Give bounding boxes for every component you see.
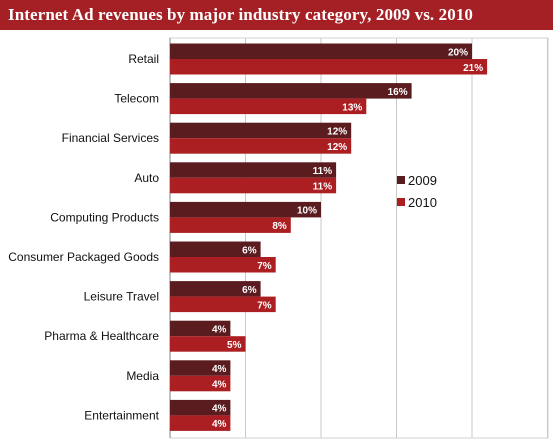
data-label: 20%	[448, 47, 468, 58]
bar-2010	[170, 138, 352, 154]
legend-label: 2010	[408, 195, 437, 210]
chart-title-bar: Internet Ad revenues by major industry c…	[0, 0, 553, 30]
data-label: 7%	[257, 261, 272, 272]
data-label: 8%	[272, 221, 287, 232]
data-label: 7%	[257, 300, 272, 311]
bar-2010	[170, 177, 337, 194]
category-label: Telecom	[114, 92, 159, 106]
category-label: Pharma & Healthcare	[44, 329, 159, 343]
bar-2010	[170, 217, 291, 233]
bar-2010	[170, 257, 276, 273]
chart-title: Internet Ad revenues by major industry c…	[8, 5, 474, 24]
bar-2009	[170, 43, 472, 59]
category-label: Computing Products	[50, 210, 159, 224]
bar-2010	[170, 336, 246, 352]
bar-2009	[170, 241, 261, 257]
category-label: Retail	[128, 52, 159, 66]
bar-2009	[170, 83, 412, 99]
data-label: 6%	[242, 285, 257, 296]
bar-2010	[170, 59, 488, 75]
bar-2009	[170, 320, 231, 337]
bar-2010	[170, 296, 276, 313]
bar-2010	[170, 375, 231, 392]
data-label: 4%	[212, 364, 227, 375]
data-label: 21%	[463, 63, 483, 74]
data-label: 5%	[227, 340, 242, 351]
legend-swatch-2009	[397, 176, 405, 184]
legend-label: 2009	[408, 173, 437, 188]
data-label: 11%	[313, 166, 333, 177]
legend-swatch-2010	[397, 198, 405, 206]
data-label: 6%	[242, 245, 257, 256]
bar-2010	[170, 415, 231, 431]
category-label: Consumer Packaged Goods	[8, 250, 159, 264]
category-label: Media	[126, 369, 159, 383]
bar-2009	[170, 399, 231, 416]
bar-2010	[170, 98, 367, 115]
category-label: Financial Services	[62, 131, 159, 145]
bar-2009	[170, 360, 231, 376]
data-label: 4%	[212, 380, 227, 391]
data-label: 11%	[313, 182, 333, 193]
bar-2009	[170, 162, 337, 178]
bar-2009	[170, 122, 352, 139]
data-label: 4%	[212, 404, 227, 415]
data-label: 4%	[212, 324, 227, 335]
data-label: 4%	[212, 419, 227, 430]
data-label: 10%	[297, 206, 317, 217]
bar-2009	[170, 201, 321, 218]
chart-area: Retail 20% 21% Telecom 16% 13% Financial Servi…	[0, 30, 553, 441]
category-label: Leisure Travel	[84, 290, 159, 304]
data-label: 12%	[327, 126, 347, 137]
category-label: Auto	[134, 171, 159, 185]
category-label: Entertainment	[84, 408, 159, 422]
data-label: 13%	[342, 102, 362, 113]
data-label: 12%	[327, 142, 347, 153]
bar-2009	[170, 281, 261, 297]
data-label: 16%	[388, 87, 408, 98]
bar-chart: Retail 20% 21% Telecom 16% 13% Financial Servi…	[8, 37, 549, 439]
